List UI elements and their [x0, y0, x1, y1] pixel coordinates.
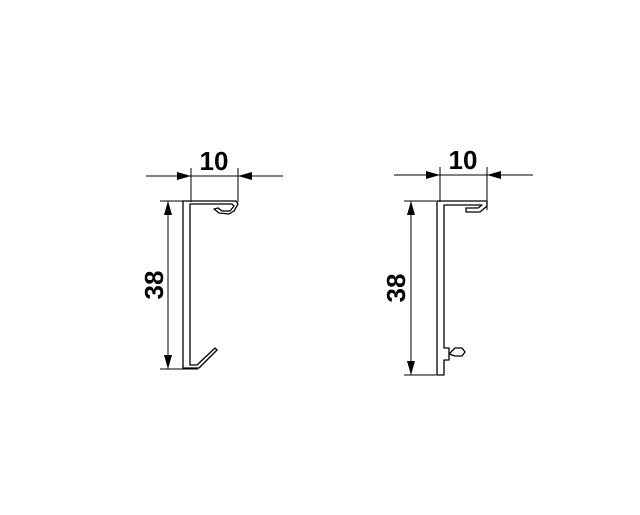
left-width-arrow-left [177, 172, 191, 180]
right-width-arrow-left [426, 171, 440, 179]
right-height-label: 38 [381, 274, 411, 303]
right-height-arrow-top [407, 201, 415, 215]
profile-right: 10 38 [381, 145, 533, 376]
left-profile-outline [182, 200, 239, 369]
profile-left: 10 38 [139, 146, 283, 370]
right-height-arrow-bottom [407, 361, 415, 375]
left-width-label: 10 [200, 146, 229, 176]
right-width-dimension: 10 [394, 145, 533, 210]
right-height-dimension: 38 [381, 200, 436, 376]
left-height-label: 38 [139, 271, 169, 300]
left-width-arrow-right [238, 172, 252, 180]
right-profile-outline [436, 200, 488, 376]
left-height-arrow-bottom [164, 355, 172, 369]
left-height-dimension: 38 [139, 200, 198, 370]
left-height-arrow-top [164, 201, 172, 215]
left-width-dimension: 10 [146, 146, 283, 202]
right-width-label: 10 [449, 145, 478, 175]
right-width-arrow-right [487, 171, 501, 179]
